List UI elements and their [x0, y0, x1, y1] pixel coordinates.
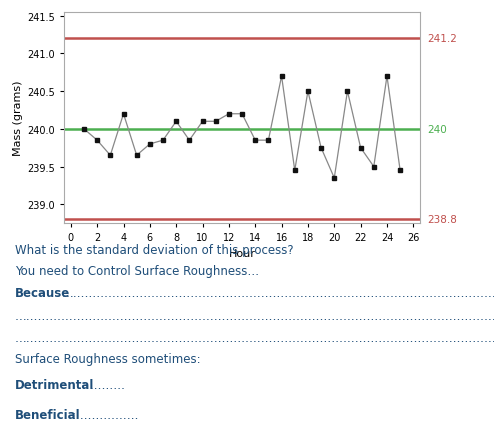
Y-axis label: Mass (grams): Mass (grams) — [13, 80, 23, 156]
Text: Detrimental: Detrimental — [15, 378, 94, 391]
Text: ……………………………………………………………………………………………………………………………………: …………………………………………………………………………………………………………… — [15, 310, 494, 322]
Text: Because: Because — [15, 286, 70, 299]
Text: You need to Control Surface Roughness…: You need to Control Surface Roughness… — [15, 264, 259, 277]
Text: What is the standard deviation of this process?: What is the standard deviation of this p… — [15, 243, 293, 256]
Text: Surface Roughness sometimes:: Surface Roughness sometimes: — [15, 353, 201, 366]
Text: : ………: : ……… — [82, 378, 124, 391]
Text: ……………………………………………………………………………………………………………………………: …………………………………………………………………………………………………………… — [62, 286, 494, 299]
Text: 240: 240 — [427, 125, 447, 135]
Text: 238.8: 238.8 — [427, 215, 457, 225]
Text: 241.2: 241.2 — [427, 34, 457, 44]
Text: Beneficial: Beneficial — [15, 408, 81, 421]
Text: ……………………………………………………………………………………………………………………………………: …………………………………………………………………………………………………………… — [15, 331, 494, 344]
Text: : ……………: : …………… — [72, 408, 138, 421]
X-axis label: Hour: Hour — [229, 248, 255, 258]
